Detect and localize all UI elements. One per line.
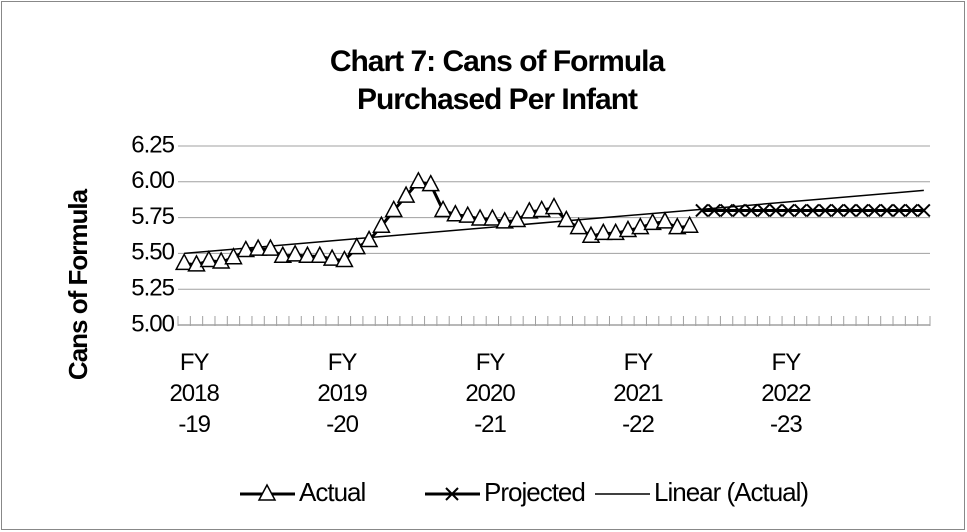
y-tick-label: 5.25 — [131, 275, 174, 302]
x-marker — [843, 203, 857, 218]
triangle-marker — [446, 204, 465, 222]
x-marker — [904, 203, 919, 218]
triangle-marker — [273, 245, 293, 264]
y-tick-label: 5.00 — [131, 310, 174, 337]
triangle-marker — [655, 211, 675, 229]
triangle-marker — [409, 171, 428, 189]
triangle-marker — [310, 245, 330, 264]
x-marker — [769, 203, 783, 218]
x-marker — [732, 203, 746, 218]
legend-marker — [257, 483, 277, 501]
triangle-marker — [396, 185, 416, 203]
triangle-marker — [359, 229, 379, 248]
x-tick-label: FY 2020 -21 — [465, 349, 515, 438]
triangle-marker — [298, 245, 317, 264]
triangle-marker — [335, 249, 354, 268]
legend-label: Projected — [484, 477, 585, 507]
triangle-marker — [507, 209, 527, 228]
x-marker — [917, 203, 931, 218]
triangle-marker — [643, 212, 662, 231]
triangle-marker — [433, 199, 453, 218]
triangle-marker — [520, 201, 539, 219]
triangle-marker — [261, 238, 280, 256]
triangle-marker — [544, 196, 564, 215]
triangle-marker — [384, 199, 403, 218]
y-tick-label: 6.25 — [131, 131, 174, 158]
x-tick-label: FY 2022 -23 — [761, 349, 811, 438]
x-marker — [695, 203, 709, 218]
x-marker — [781, 203, 795, 218]
triangle-marker — [458, 205, 477, 223]
y-tick-label: 6.00 — [131, 167, 174, 194]
triangle-marker — [569, 217, 588, 235]
x-marker — [756, 203, 771, 218]
triangle-marker — [199, 249, 219, 268]
x-marker — [707, 203, 721, 218]
triangle-marker — [285, 244, 305, 262]
triangle-marker — [236, 239, 256, 258]
x-marker — [818, 203, 832, 218]
triangle-marker — [680, 215, 699, 233]
y-axis-label: Cans of Formula — [63, 188, 93, 380]
x-marker — [855, 203, 869, 218]
y-tick-label: 5.50 — [131, 239, 174, 266]
triangle-marker — [421, 174, 440, 192]
x-marker — [744, 203, 758, 218]
triangle-marker — [495, 211, 514, 229]
x-marker — [880, 203, 894, 218]
triangle-marker — [594, 222, 613, 241]
triangle-marker — [668, 217, 687, 235]
y-tick-label: 5.75 — [131, 203, 174, 230]
legend-marker — [445, 487, 459, 501]
legend-label: Actual — [299, 477, 365, 507]
legend-label: Linear (Actual) — [654, 477, 808, 507]
triangle-marker — [483, 208, 502, 226]
trendline — [184, 189, 924, 255]
triangle-marker — [557, 209, 576, 228]
chart-title: Chart 7: Cans of Formula — [330, 45, 666, 78]
triangle-marker — [174, 252, 194, 271]
triangle-marker — [372, 215, 391, 233]
x-marker — [719, 203, 734, 218]
x-marker — [806, 203, 820, 218]
triangle-marker — [322, 248, 342, 266]
x-marker — [830, 203, 845, 218]
x-tick-label: FY 2019 -20 — [317, 349, 367, 438]
x-tick-label: FY 2018 -19 — [169, 349, 219, 438]
x-marker — [892, 203, 906, 218]
x-marker — [867, 203, 882, 218]
x-tick-label: FY 2021 -22 — [613, 349, 663, 438]
triangle-marker — [248, 238, 268, 256]
triangle-marker — [470, 208, 490, 226]
chart-title: Purchased Per Infant — [357, 83, 638, 116]
x-marker — [793, 203, 808, 218]
